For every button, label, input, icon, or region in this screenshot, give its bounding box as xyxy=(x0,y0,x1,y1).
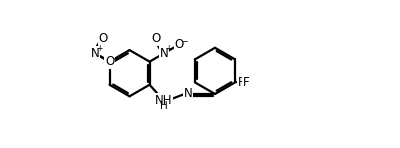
Text: F: F xyxy=(242,76,249,89)
Text: NH: NH xyxy=(155,94,172,107)
Text: O: O xyxy=(105,55,114,68)
Text: O: O xyxy=(151,32,160,45)
Text: F: F xyxy=(238,76,244,89)
Text: N: N xyxy=(184,87,192,100)
Text: O: O xyxy=(99,32,108,45)
Text: −: − xyxy=(111,53,118,62)
Text: N: N xyxy=(160,47,168,60)
Text: H: H xyxy=(160,100,168,111)
Text: +: + xyxy=(165,44,172,53)
Text: +: + xyxy=(96,44,102,53)
Text: N: N xyxy=(90,47,99,60)
Text: O: O xyxy=(174,38,184,51)
Text: −: − xyxy=(180,36,188,45)
